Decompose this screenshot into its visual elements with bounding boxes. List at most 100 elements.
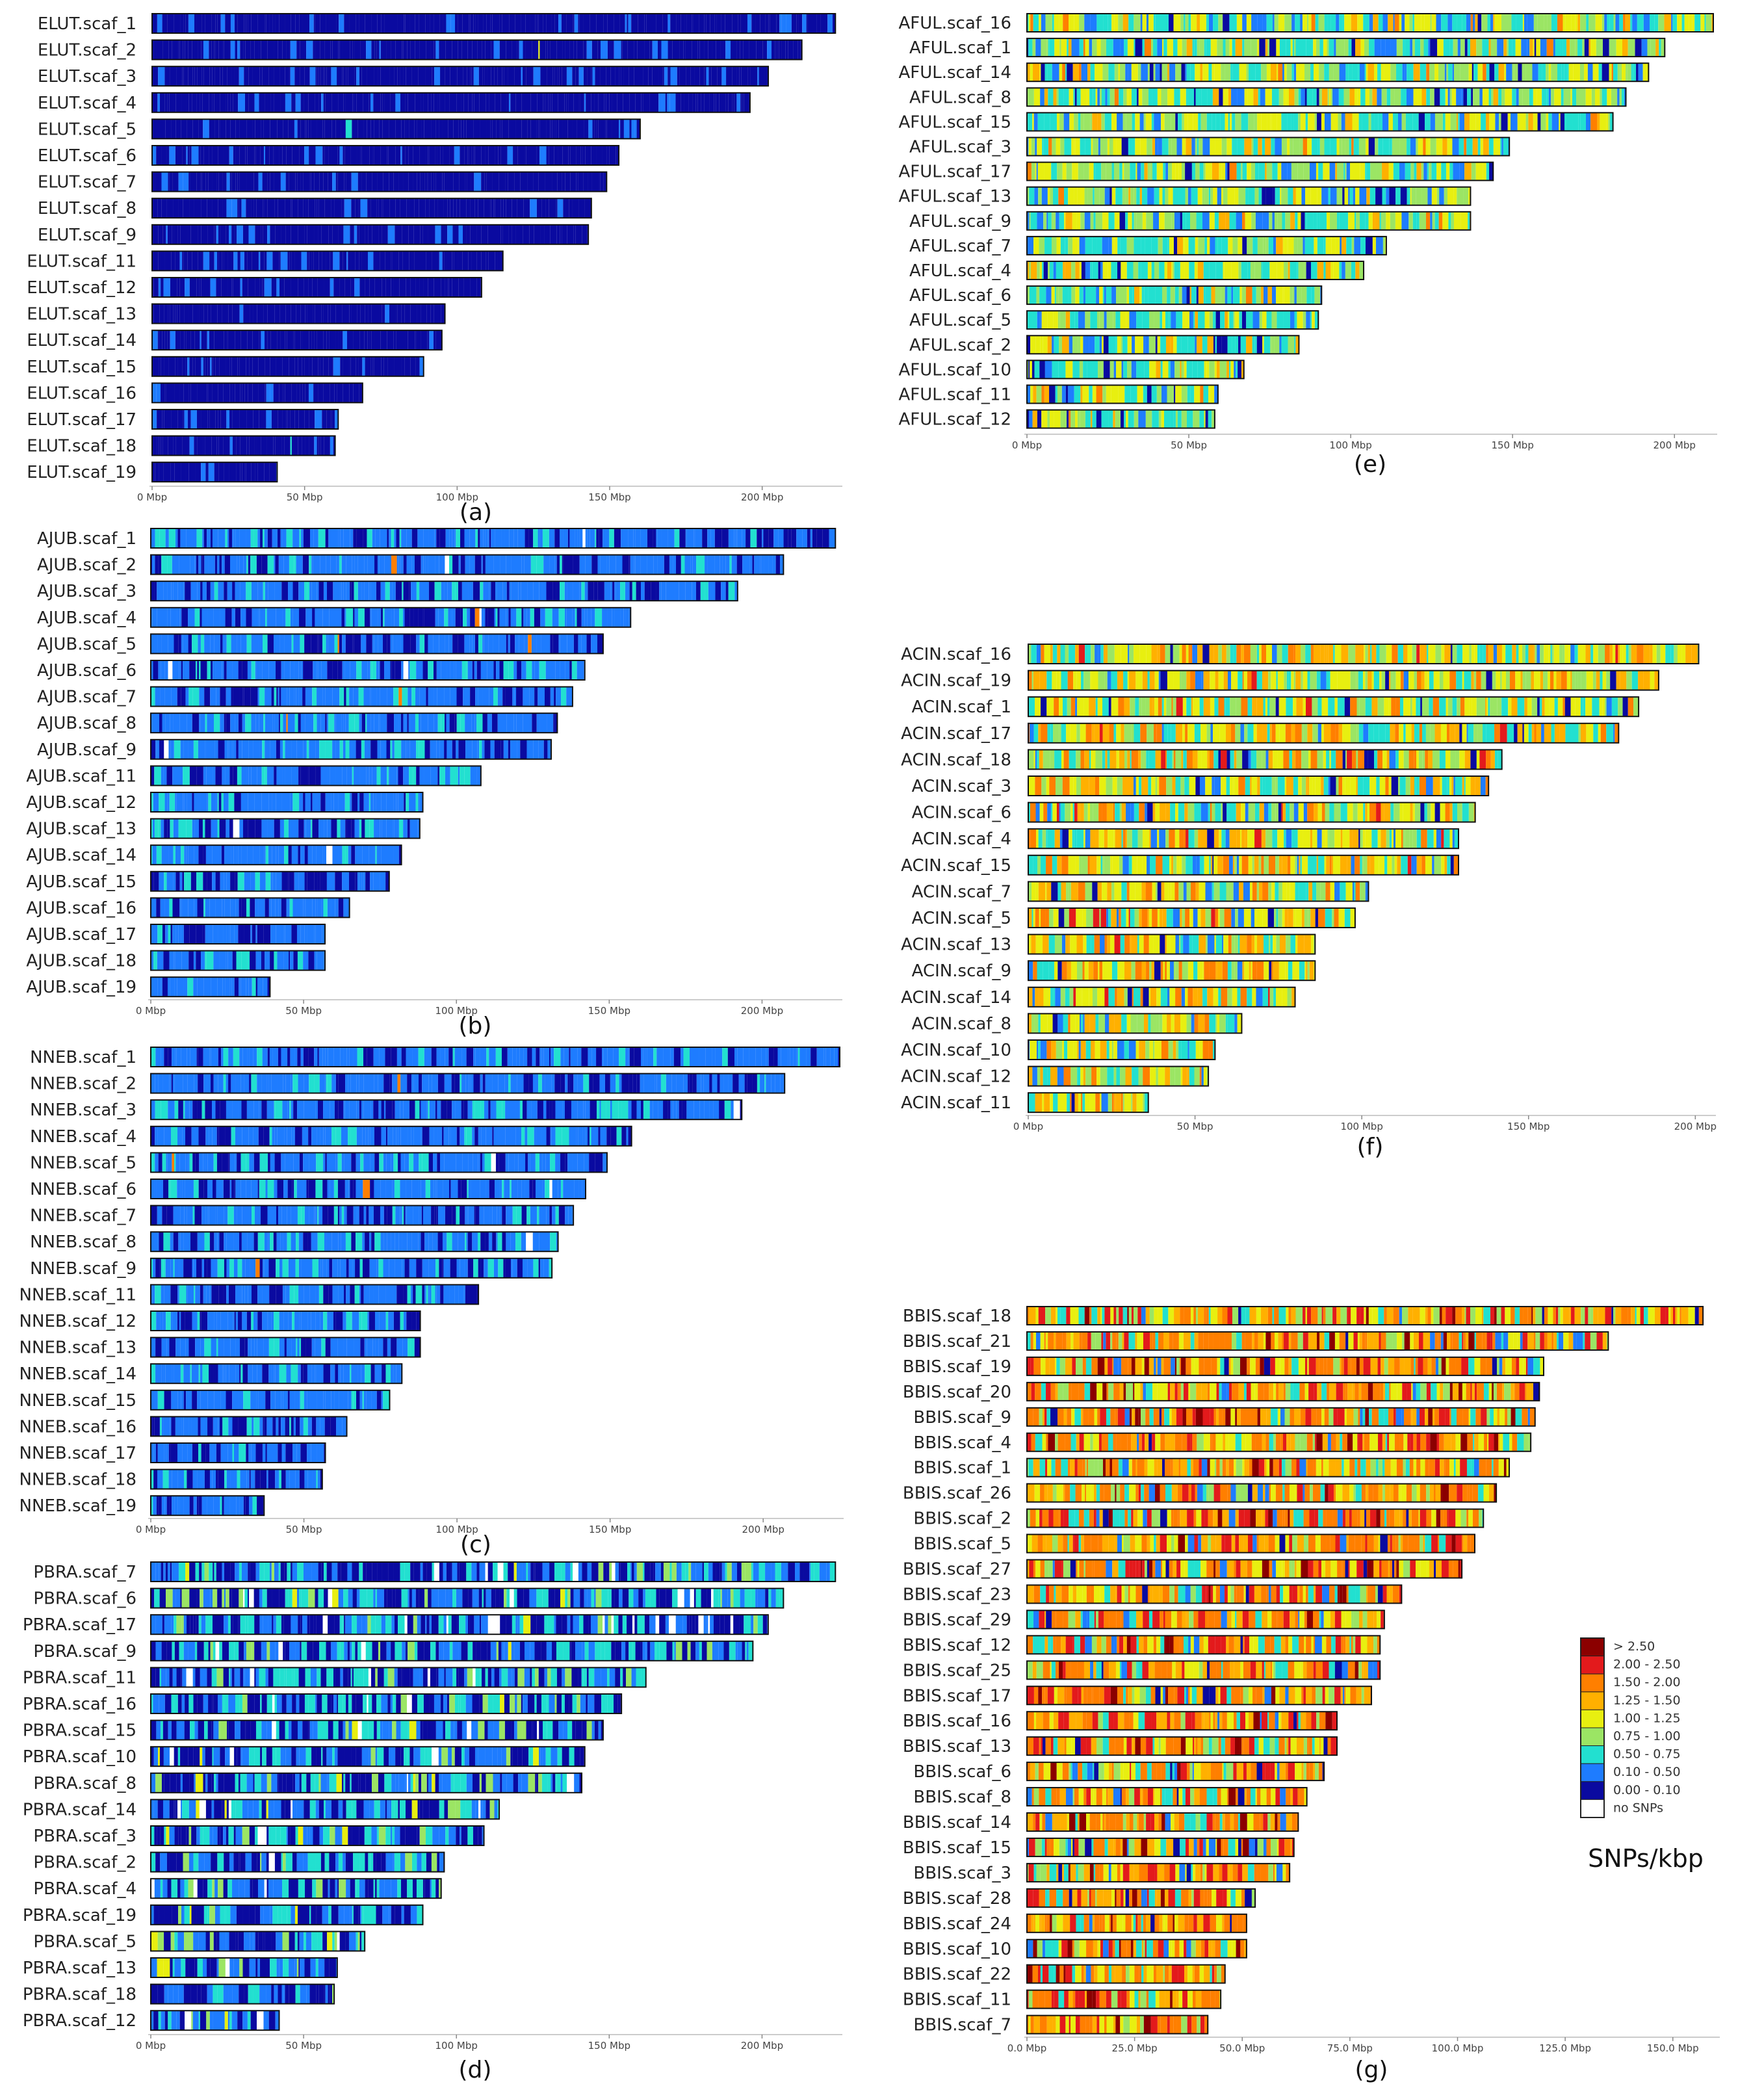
snp-segment <box>296 1179 304 1199</box>
snp-segment <box>312 818 319 839</box>
snp-segment <box>240 977 246 997</box>
snp-segment <box>454 1073 460 1093</box>
snp-segment <box>219 356 226 376</box>
snp-segment <box>164 739 169 759</box>
snp-segment <box>315 607 322 627</box>
snp-segment <box>380 40 387 60</box>
snp-segment <box>213 950 220 970</box>
scaffold-bar <box>150 1099 743 1121</box>
scaffold-bar <box>150 976 271 998</box>
snp-segment <box>227 950 233 970</box>
snp-segment <box>434 278 439 297</box>
snp-segment <box>166 224 168 244</box>
snp-segment <box>415 330 417 350</box>
snp-segment <box>289 950 291 970</box>
snp-segment <box>232 383 235 403</box>
snp-segment <box>181 660 183 680</box>
snp-segment <box>230 1469 237 1489</box>
snp-segment <box>384 66 390 86</box>
snp-segment <box>260 251 265 271</box>
snp-segment <box>207 607 214 627</box>
snp-segment <box>266 1416 273 1437</box>
snp-segment <box>697 92 701 112</box>
snp-segment <box>175 1416 182 1437</box>
snp-segment <box>354 224 357 244</box>
snp-segment <box>634 119 637 139</box>
snp-segment <box>550 634 553 654</box>
snp-segment <box>584 1153 590 1173</box>
snp-segment <box>281 792 287 812</box>
snp-segment <box>250 40 255 60</box>
snp-segment <box>343 92 346 112</box>
snp-segment <box>317 660 318 680</box>
snp-segment <box>437 766 440 786</box>
snp-segment <box>171 383 175 403</box>
snp-segment <box>400 1205 402 1225</box>
snp-segment <box>418 1073 422 1093</box>
snp-segment <box>198 251 203 271</box>
snp-segment <box>203 871 207 891</box>
snp-segment <box>238 1311 242 1331</box>
scaffold-outline <box>150 1363 403 1385</box>
snp-segment <box>566 14 573 33</box>
snp-segment <box>597 554 601 575</box>
snp-segment <box>204 554 209 575</box>
scaffold-bar <box>150 1416 348 1437</box>
snp-segment <box>311 634 318 654</box>
snp-segment <box>404 1258 409 1278</box>
snp-segment <box>339 40 343 60</box>
snp-segment <box>178 198 183 218</box>
snp-segment <box>353 330 360 350</box>
snp-segment <box>771 40 775 60</box>
snp-segment <box>798 1047 800 1067</box>
snp-segment <box>515 14 521 33</box>
snp-segment <box>281 1416 285 1437</box>
snp-segment <box>307 1469 313 1489</box>
snp-segment <box>224 40 231 60</box>
snp-segment <box>224 1337 231 1357</box>
snp-segment <box>352 1311 359 1331</box>
snp-segment <box>435 119 439 139</box>
snp-segment <box>400 66 404 86</box>
snp-segment <box>488 251 495 271</box>
scaffold-bar <box>151 224 590 245</box>
snp-segment <box>606 92 610 112</box>
snp-segment <box>321 224 329 244</box>
snp-segment <box>175 528 178 548</box>
snp-segment <box>513 1179 518 1199</box>
snp-segment <box>253 1153 260 1173</box>
snp-segment <box>533 581 539 601</box>
snp-segment <box>247 1205 252 1225</box>
snp-segment <box>482 1153 485 1173</box>
snp-segment <box>434 528 437 548</box>
snp-segment <box>171 1416 175 1437</box>
snp-segment <box>153 304 160 324</box>
snp-segment <box>526 1232 533 1252</box>
snp-segment <box>283 713 287 733</box>
snp-segment <box>269 1047 273 1067</box>
snp-segment <box>151 924 158 944</box>
snp-segment <box>647 1047 654 1067</box>
snp-segment <box>205 172 209 192</box>
snp-segment <box>231 634 237 654</box>
snp-segment <box>583 40 587 60</box>
snp-segment <box>283 1311 289 1331</box>
snp-segment <box>333 278 340 297</box>
snp-segment <box>554 146 558 165</box>
snp-segment <box>203 356 205 376</box>
snp-segment <box>461 1047 467 1067</box>
snp-segment <box>212 172 217 192</box>
snp-segment <box>486 251 489 271</box>
snp-segment <box>506 713 514 733</box>
snp-segment <box>409 766 413 786</box>
snp-segment <box>538 1073 542 1093</box>
snp-segment <box>309 554 312 575</box>
snp-segment <box>272 1047 278 1067</box>
snp-segment <box>396 528 400 548</box>
snp-segment <box>504 1179 510 1199</box>
snp-segment <box>529 224 534 244</box>
snp-segment <box>283 1390 288 1410</box>
scaffold-bar <box>151 171 608 192</box>
snp-segment <box>224 1469 227 1489</box>
snp-segment <box>706 66 709 86</box>
